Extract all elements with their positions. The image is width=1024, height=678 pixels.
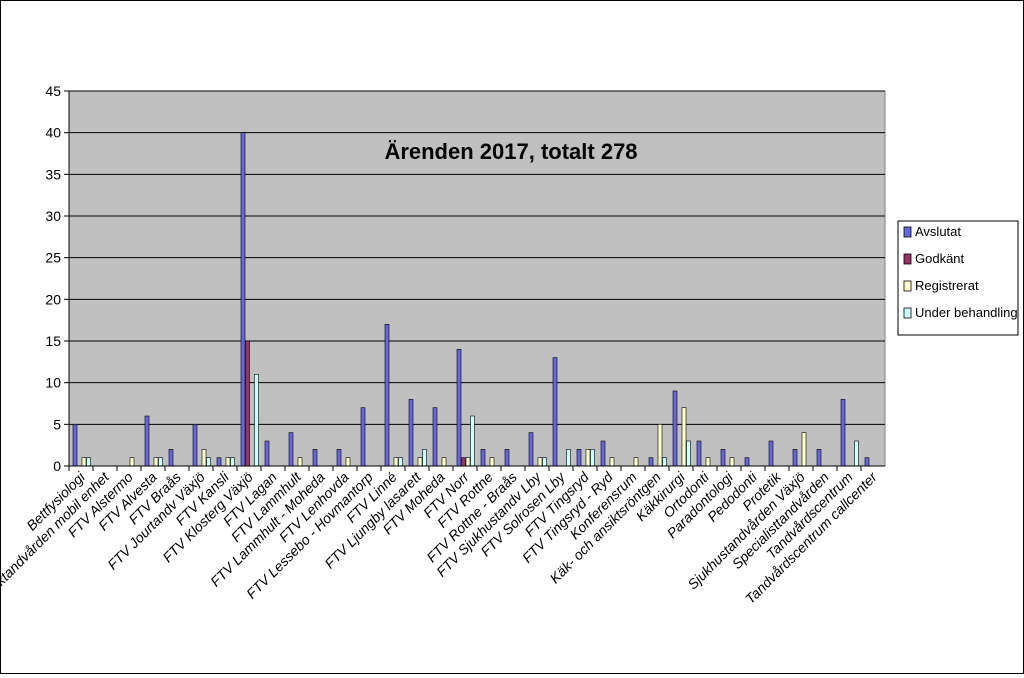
bar-avslutat xyxy=(360,407,366,467)
y-tick-label: 15 xyxy=(45,333,61,349)
bar-registrerat xyxy=(81,457,87,467)
legend-box xyxy=(897,220,1019,336)
bar-avslutat xyxy=(864,457,870,467)
bar-under-behandling xyxy=(854,440,859,467)
bar-avslutat xyxy=(744,457,750,467)
bar-avslutat xyxy=(336,449,342,467)
bar-registrerat xyxy=(465,457,471,467)
bar-registrerat xyxy=(801,432,807,467)
y-tick-label: 30 xyxy=(45,208,61,224)
bar-avslutat xyxy=(768,440,774,467)
bar-avslutat xyxy=(288,432,294,467)
bar-under-behandling xyxy=(230,457,235,467)
y-tick-label: 35 xyxy=(45,166,61,182)
bar-registrerat xyxy=(657,424,663,467)
bar-under-behandling xyxy=(254,374,259,467)
bar-avslutat xyxy=(408,399,414,467)
bar-avslutat xyxy=(480,449,486,467)
bar-registrerat xyxy=(417,457,423,467)
bar-avslutat xyxy=(576,449,582,467)
bar-avslutat xyxy=(552,357,558,467)
bar-avslutat xyxy=(720,449,726,467)
y-tick-label: 20 xyxy=(45,291,61,307)
plot-area xyxy=(68,90,886,467)
bar-registrerat xyxy=(729,457,735,467)
bar-avslutat xyxy=(432,407,438,467)
bar-registrerat xyxy=(705,457,711,467)
y-tick-label: 0 xyxy=(53,458,61,474)
legend-swatch xyxy=(903,307,912,319)
bar-avslutat xyxy=(384,324,390,467)
legend-label: Avslutat xyxy=(915,224,961,239)
bar-avslutat xyxy=(696,440,702,467)
bar-under-behandling xyxy=(662,457,667,467)
bar-under-behandling xyxy=(542,457,547,467)
bar-avslutat xyxy=(264,440,270,467)
bar-godkänt xyxy=(245,340,250,467)
bar-avslutat xyxy=(600,440,606,467)
bar-registrerat xyxy=(345,457,351,467)
y-tick-label: 25 xyxy=(45,250,61,266)
bar-registrerat xyxy=(537,457,543,467)
bar-avslutat xyxy=(72,424,78,467)
y-tick-label: 10 xyxy=(45,375,61,391)
chart-title: Ärenden 2017, totalt 278 xyxy=(384,139,637,164)
bar-under-behandling xyxy=(422,449,427,467)
bar-under-behandling xyxy=(590,449,595,467)
bar-avslutat xyxy=(504,449,510,467)
bar-under-behandling xyxy=(158,457,163,467)
legend-swatch xyxy=(903,253,912,265)
bar-avslutat xyxy=(168,449,174,467)
legend: Avslutat Godkänt Registrerat Under behandli… xyxy=(897,220,1019,336)
bar-avslutat xyxy=(528,432,534,467)
bar-avslutat xyxy=(216,457,222,467)
bar-registrerat xyxy=(681,407,687,467)
bar-registrerat xyxy=(153,457,159,467)
y-axis: 0 5 10 15 20 25 30 35 40 45 xyxy=(45,83,70,474)
legend-label: Godkänt xyxy=(915,251,965,266)
y-tick-label: 45 xyxy=(45,83,61,99)
bar-under-behandling xyxy=(470,415,475,467)
legend-label: Registrerat xyxy=(915,278,979,293)
bar-registrerat xyxy=(129,457,135,467)
bar-registrerat xyxy=(609,457,615,467)
gridlines xyxy=(69,90,885,425)
bar-avslutat xyxy=(456,349,462,467)
bar-avslutat xyxy=(648,457,654,467)
bar-registrerat xyxy=(297,457,303,467)
y-tick-label: 5 xyxy=(53,416,61,432)
bar-under-behandling xyxy=(566,449,571,467)
bar-under-behandling xyxy=(398,457,403,467)
bar-avslutat xyxy=(840,399,846,467)
bar-avslutat xyxy=(240,132,246,467)
legend-swatch xyxy=(903,226,912,238)
bar-avslutat xyxy=(192,424,198,467)
bar-registrerat xyxy=(225,457,231,467)
bar-under-behandling xyxy=(206,457,211,467)
bar-avslutat xyxy=(792,449,798,467)
bar-registrerat xyxy=(633,457,639,467)
bar-registrerat xyxy=(585,449,591,467)
bar-avslutat xyxy=(312,449,318,467)
legend-label: Under behandling xyxy=(915,305,1018,320)
bar-registrerat xyxy=(201,449,207,467)
bar-registrerat xyxy=(489,457,495,467)
y-tick-label: 40 xyxy=(45,125,61,141)
bar-registrerat xyxy=(441,457,447,467)
bar-under-behandling xyxy=(686,440,691,467)
bar-avslutat xyxy=(816,449,822,467)
bar-registrerat xyxy=(393,457,399,467)
bar-under-behandling xyxy=(86,457,91,467)
bar-godkänt xyxy=(461,457,466,467)
legend-swatch xyxy=(903,280,912,292)
bar-avslutat xyxy=(672,390,678,467)
bar-avslutat xyxy=(144,415,150,467)
